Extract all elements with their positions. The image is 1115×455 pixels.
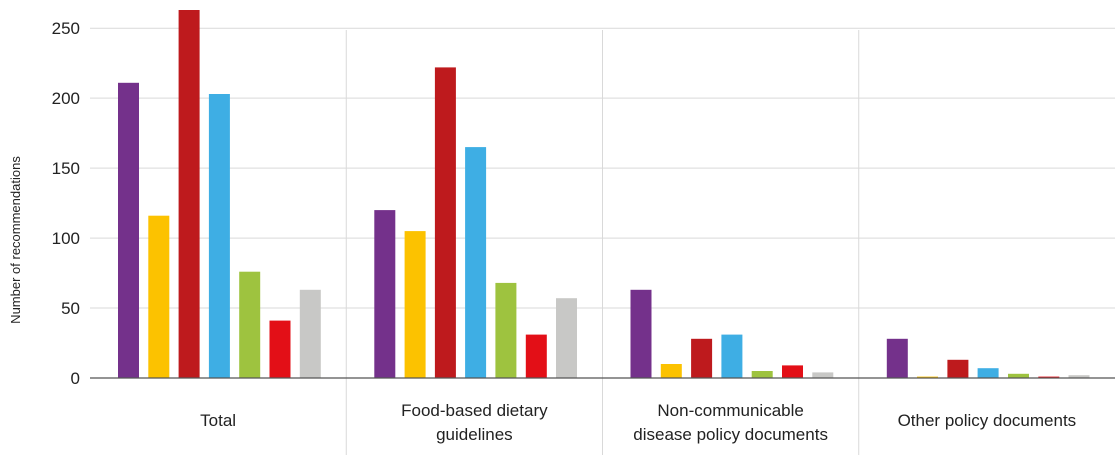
bar bbox=[1038, 376, 1060, 378]
bar bbox=[782, 365, 803, 378]
y-tick-label: 0 bbox=[71, 369, 80, 388]
bar bbox=[495, 282, 517, 378]
bar bbox=[178, 10, 200, 378]
bar bbox=[525, 334, 547, 378]
bar bbox=[977, 368, 999, 378]
bar bbox=[886, 338, 908, 378]
bar bbox=[556, 298, 577, 378]
bar bbox=[118, 82, 139, 379]
y-tick-labels: 0 50 100 150 200 250 bbox=[52, 19, 80, 388]
bar bbox=[404, 231, 426, 378]
bar bbox=[299, 289, 321, 378]
bar bbox=[812, 372, 834, 378]
bar bbox=[269, 320, 291, 378]
category-label: Other policy documents bbox=[898, 411, 1077, 430]
y-tick-label: 150 bbox=[52, 159, 80, 178]
category-labels: Total Food-based dietary guidelines Non-com… bbox=[200, 401, 1076, 444]
y-axis-label: Number of recommendations bbox=[8, 156, 23, 324]
y-tick-label: 250 bbox=[52, 19, 80, 38]
bar bbox=[660, 364, 682, 378]
bar bbox=[1068, 375, 1090, 378]
category-label: Food-based dietary bbox=[401, 401, 548, 420]
category-label: Non-communicable bbox=[657, 401, 803, 420]
y-tick-label: 200 bbox=[52, 89, 80, 108]
category-label: Total bbox=[200, 411, 236, 430]
bars bbox=[118, 10, 1090, 379]
bar bbox=[374, 210, 396, 378]
bar bbox=[947, 359, 969, 378]
bar bbox=[751, 371, 773, 378]
category-dividers bbox=[345, 30, 860, 455]
category-label: disease policy documents bbox=[633, 425, 828, 444]
y-tick-label: 100 bbox=[52, 229, 80, 248]
bar bbox=[721, 334, 743, 378]
bar bbox=[630, 289, 652, 378]
y-tick-label: 50 bbox=[61, 299, 80, 318]
bar bbox=[239, 271, 261, 378]
bar bbox=[148, 215, 170, 378]
category-label: guidelines bbox=[436, 425, 513, 444]
bar bbox=[465, 147, 487, 378]
bar bbox=[208, 94, 230, 378]
bar bbox=[917, 376, 938, 378]
bar bbox=[691, 338, 713, 378]
bar bbox=[1008, 373, 1029, 378]
bar bbox=[434, 67, 456, 379]
